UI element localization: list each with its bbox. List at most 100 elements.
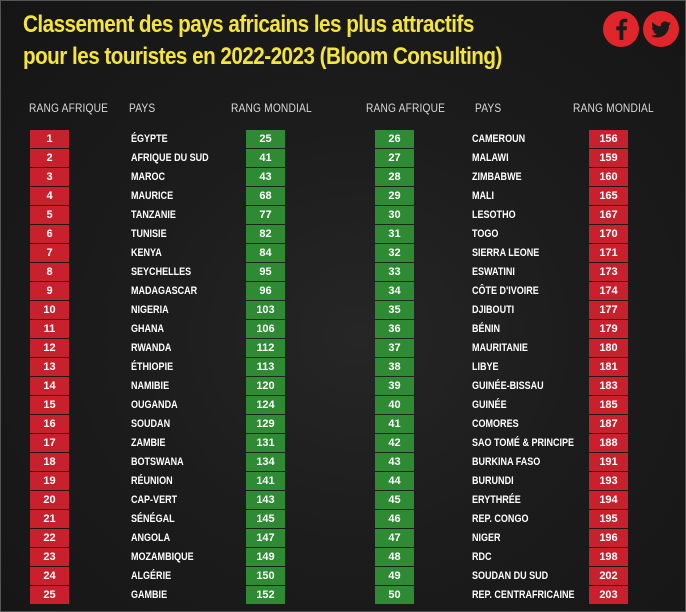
rang-mondial-cell: 95 xyxy=(246,263,285,281)
country-cell: ANGOLA xyxy=(131,532,171,544)
rang-mondial-cell: 171 xyxy=(589,244,628,262)
table-row: 11 GHANA 106 xyxy=(30,320,360,338)
rang-afrique-cell: 5 xyxy=(30,206,69,224)
country-cell: COMORES xyxy=(472,418,519,430)
table-row: 45 ERYTHRÉE 194 xyxy=(375,491,686,509)
country-cell: REP. CONGO xyxy=(472,513,529,525)
rang-mondial-cell: 177 xyxy=(589,301,628,319)
rang-afrique-cell: 30 xyxy=(375,206,414,224)
rang-mondial-cell: 180 xyxy=(589,339,628,357)
table-row: 18 BOTSWANA 134 xyxy=(30,453,360,471)
rang-afrique-cell: 13 xyxy=(30,358,69,376)
country-cell: RWANDA xyxy=(131,342,172,354)
rang-mondial-cell: 193 xyxy=(589,472,628,490)
rang-afrique-cell: 7 xyxy=(30,244,69,262)
rang-afrique-cell: 12 xyxy=(30,339,69,357)
country-cell: NIGER xyxy=(472,532,501,544)
country-cell: NIGERIA xyxy=(131,304,169,316)
rang-mondial-cell: 191 xyxy=(589,453,628,471)
country-cell: ÉGYPTE xyxy=(131,133,168,145)
twitter-button[interactable] xyxy=(643,11,679,47)
rang-afrique-cell: 11 xyxy=(30,320,69,338)
rang-mondial-cell: 68 xyxy=(246,187,285,205)
country-cell: ÉTHIOPIE xyxy=(131,361,174,373)
rang-mondial-cell: 160 xyxy=(589,168,628,186)
country-cell: TUNISIE xyxy=(131,228,167,240)
country-cell: BÉNIN xyxy=(472,323,501,335)
country-cell: MAURITANIE xyxy=(472,342,528,354)
table-row: 36 BÉNIN 179 xyxy=(375,320,686,338)
rang-afrique-cell: 40 xyxy=(375,396,414,414)
rang-mondial-cell: 131 xyxy=(246,434,285,452)
country-cell: SIERRA LEONE xyxy=(472,247,540,259)
rang-afrique-cell: 2 xyxy=(30,149,69,167)
facebook-button[interactable] xyxy=(603,11,639,47)
table-row: 41 COMORES 187 xyxy=(375,415,686,433)
table-row: 10 NIGERIA 103 xyxy=(30,301,360,319)
table-row: 8 SEYCHELLES 95 xyxy=(30,263,360,281)
table-row: 6 TUNISIE 82 xyxy=(30,225,360,243)
country-cell: MALAWI xyxy=(472,152,509,164)
country-cell: MAROC xyxy=(131,171,166,183)
table-row: 1 ÉGYPTE 25 xyxy=(30,130,360,148)
table-row: 7 KENYA 84 xyxy=(30,244,360,262)
country-cell: TANZANIE xyxy=(131,209,176,221)
table-row: 13 ÉTHIOPIE 113 xyxy=(30,358,360,376)
title-line-2: pour les touristes en 2022-2023 (Bloom C… xyxy=(23,43,502,70)
table-row: 2 AFRIQUE DU SUD 41 xyxy=(30,149,360,167)
rang-afrique-cell: 23 xyxy=(30,548,69,566)
rang-mondial-cell: 96 xyxy=(246,282,285,300)
country-cell: NAMIBIE xyxy=(131,380,170,392)
rang-mondial-cell: 165 xyxy=(589,187,628,205)
rang-afrique-cell: 31 xyxy=(375,225,414,243)
country-cell: CÔTE D'IVOIRE xyxy=(472,285,539,297)
rang-afrique-cell: 1 xyxy=(30,130,69,148)
rang-mondial-cell: 145 xyxy=(246,510,285,528)
rang-mondial-cell: 167 xyxy=(589,206,628,224)
rang-afrique-cell: 39 xyxy=(375,377,414,395)
country-cell: SAO TOMÉ & PRINCIPE xyxy=(472,437,575,449)
table-row: 40 GUINÉE 185 xyxy=(375,396,686,414)
rang-afrique-cell: 24 xyxy=(30,567,69,585)
table-row: 42 SAO TOMÉ & PRINCIPE 188 xyxy=(375,434,686,452)
country-cell: MOZAMBIQUE xyxy=(131,551,194,563)
rang-afrique-cell: 10 xyxy=(30,301,69,319)
table-row: 29 MALI 165 xyxy=(375,187,686,205)
table-row: 19 RÉUNION 141 xyxy=(30,472,360,490)
rang-afrique-cell: 26 xyxy=(375,130,414,148)
table-row: 20 CAP-VERT 143 xyxy=(30,491,360,509)
rang-afrique-cell: 25 xyxy=(30,586,69,604)
rang-mondial-cell: 120 xyxy=(246,377,285,395)
table-row: 3 MAROC 43 xyxy=(30,168,360,186)
country-cell: GUINÉE-BISSAU xyxy=(472,380,544,392)
country-cell: ALGÉRIE xyxy=(131,570,172,582)
rang-mondial-cell: 195 xyxy=(589,510,628,528)
table-row: 4 MAURICE 68 xyxy=(30,187,360,205)
rang-mondial-cell: 112 xyxy=(246,339,285,357)
country-cell: GUINÉE xyxy=(472,399,507,411)
rang-afrique-cell: 27 xyxy=(375,149,414,167)
country-cell: CAMEROUN xyxy=(472,133,526,145)
rang-afrique-cell: 41 xyxy=(375,415,414,433)
rang-afrique-cell: 15 xyxy=(30,396,69,414)
table-row: 50 REP. CENTRAFRICAINE 203 xyxy=(375,586,686,604)
rang-afrique-cell: 44 xyxy=(375,472,414,490)
table-row: 28 ZIMBABWE 160 xyxy=(375,168,686,186)
rang-mondial-cell: 150 xyxy=(246,567,285,585)
rang-afrique-cell: 38 xyxy=(375,358,414,376)
table-row: 49 SOUDAN DU SUD 202 xyxy=(375,567,686,585)
rang-afrique-cell: 49 xyxy=(375,567,414,585)
country-cell: BURKINA FASO xyxy=(472,456,541,468)
country-cell: SOUDAN DU SUD xyxy=(472,570,549,582)
table-row: 37 MAURITANIE 180 xyxy=(375,339,686,357)
country-cell: AFRIQUE DU SUD xyxy=(131,152,209,164)
rang-mondial-cell: 43 xyxy=(246,168,285,186)
rang-mondial-cell: 159 xyxy=(589,149,628,167)
table-row: 38 LIBYE 181 xyxy=(375,358,686,376)
table-row: 23 MOZAMBIQUE 149 xyxy=(30,548,360,566)
rang-afrique-cell: 47 xyxy=(375,529,414,547)
rang-afrique-cell: 14 xyxy=(30,377,69,395)
header-pays-left: PAYS xyxy=(129,101,156,115)
rang-mondial-cell: 106 xyxy=(246,320,285,338)
rang-mondial-cell: 179 xyxy=(589,320,628,338)
